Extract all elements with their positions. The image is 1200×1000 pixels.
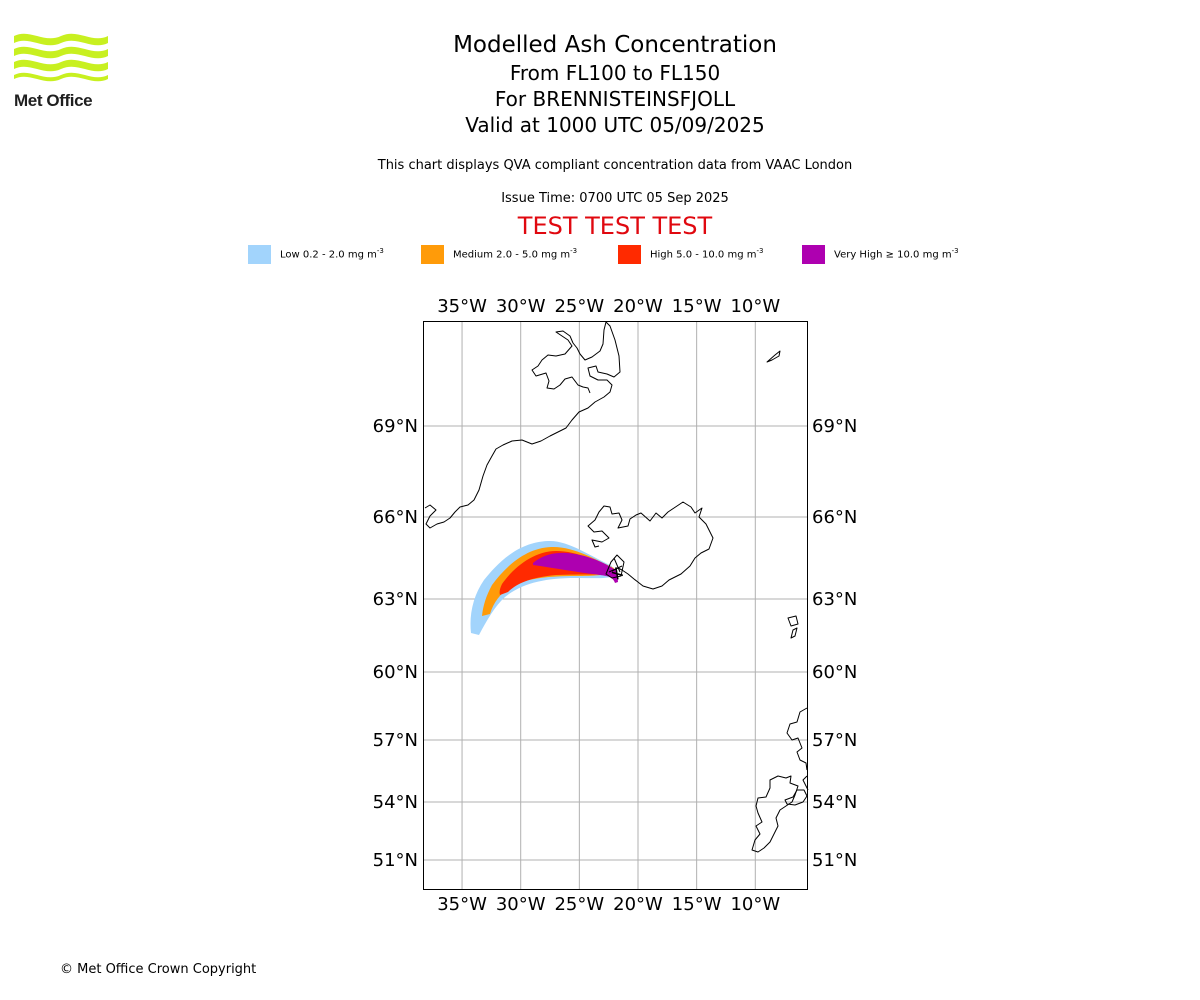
page-title: Modelled Ash Concentration [453,32,777,58]
volcano-name: For BRENNISTEINSFJOLL [494,87,736,111]
latitude-tick-label: 51°N [373,850,418,871]
iceland-coast [587,501,714,590]
legend-label-very-high: Very High ≥ 10.0 mg m [834,249,952,261]
legend-item-very-high: Very High ≥ 10.0 mg m-3 [802,244,959,264]
map-frame [423,321,808,890]
met-office-wave-icon [14,33,108,82]
plume-very-high [533,552,618,583]
volcano-icon [611,567,624,580]
legend-label-medium: Medium 2.0 - 5.0 mg m [453,249,571,261]
test-banner: TEST TEST TEST [517,212,713,240]
latitude-tick-label: 54°N [812,792,857,813]
longitude-tick-label: 35°W [437,296,487,317]
latitude-tick-label: 51°N [812,850,857,871]
longitude-tick-label: 20°W [613,894,663,915]
logo-text: Met Office [14,91,93,110]
met-office-logo: Met Office [14,30,108,112]
latitude-labels-left: 69°N 66°N 63°N 60°N 57°N 54°N 51°N [373,416,418,871]
legend-item-low: Low 0.2 - 2.0 mg m-3 [248,244,384,264]
legend-label-high: High 5.0 - 10.0 mg m [650,249,757,261]
legend-label-low: Low 0.2 - 2.0 mg m [280,249,377,261]
legend-swatch-high [618,244,641,264]
copyright-notice: © Met Office Crown Copyright [60,962,257,977]
flight-level-range: From FL100 to FL150 [509,61,721,85]
chart-description: This chart displays QVA compliant concen… [377,158,853,173]
legend-swatch-medium [421,244,444,264]
legend-item-high: High 5.0 - 10.0 mg m-3 [618,244,763,264]
legend-swatch-very-high [802,244,825,264]
chart-title-block: Modelled Ash Concentration From FL100 to… [315,30,915,138]
longitude-tick-label: 30°W [496,296,546,317]
latitude-tick-label: 63°N [812,589,857,610]
latitude-tick-label: 57°N [373,730,418,751]
longitude-tick-label: 10°W [730,296,780,317]
longitude-tick-label: 15°W [672,296,722,317]
latitude-tick-label: 69°N [373,416,418,437]
valid-time: Valid at 1000 UTC 05/09/2025 [465,113,765,137]
latitude-tick-label: 60°N [812,662,857,683]
longitude-tick-label: 35°W [437,894,487,915]
longitude-tick-label: 20°W [613,296,663,317]
greenland-coast [424,321,621,529]
map-gridlines [423,321,808,890]
legend-swatch-low [248,244,271,264]
volcano-source-marker [611,567,624,580]
latitude-tick-label: 54°N [373,792,418,813]
longitude-labels-top: 35°W 30°W 25°W 20°W 15°W 10°W [437,296,780,317]
latitude-labels-right: 69°N 66°N 63°N 60°N 57°N 54°N 51°N [812,416,857,871]
longitude-tick-label: 30°W [496,894,546,915]
ash-plume [470,540,618,635]
longitude-tick-label: 25°W [554,296,604,317]
issue-time: Issue Time: 0700 UTC 05 Sep 2025 [501,191,729,206]
legend-item-medium: Medium 2.0 - 5.0 mg m-3 [421,244,577,264]
ireland-coast [751,775,799,853]
latitude-tick-label: 66°N [373,507,418,528]
britain-west-coast [784,789,808,806]
latitude-tick-label: 63°N [373,589,418,610]
longitude-tick-label: 10°W [730,894,780,915]
latitude-tick-label: 60°N [373,662,418,683]
scotland-coast [786,707,809,791]
latitude-tick-label: 69°N [812,416,857,437]
latitude-tick-label: 57°N [812,730,857,751]
longitude-labels-bottom: 35°W 30°W 25°W 20°W 15°W 10°W [437,894,780,915]
latitude-tick-label: 66°N [812,507,857,528]
coastlines [424,321,809,853]
jan-mayen-coast [766,350,781,363]
faroe-islands-coast [787,615,799,639]
longitude-tick-label: 15°W [672,894,722,915]
longitude-tick-label: 25°W [554,894,604,915]
